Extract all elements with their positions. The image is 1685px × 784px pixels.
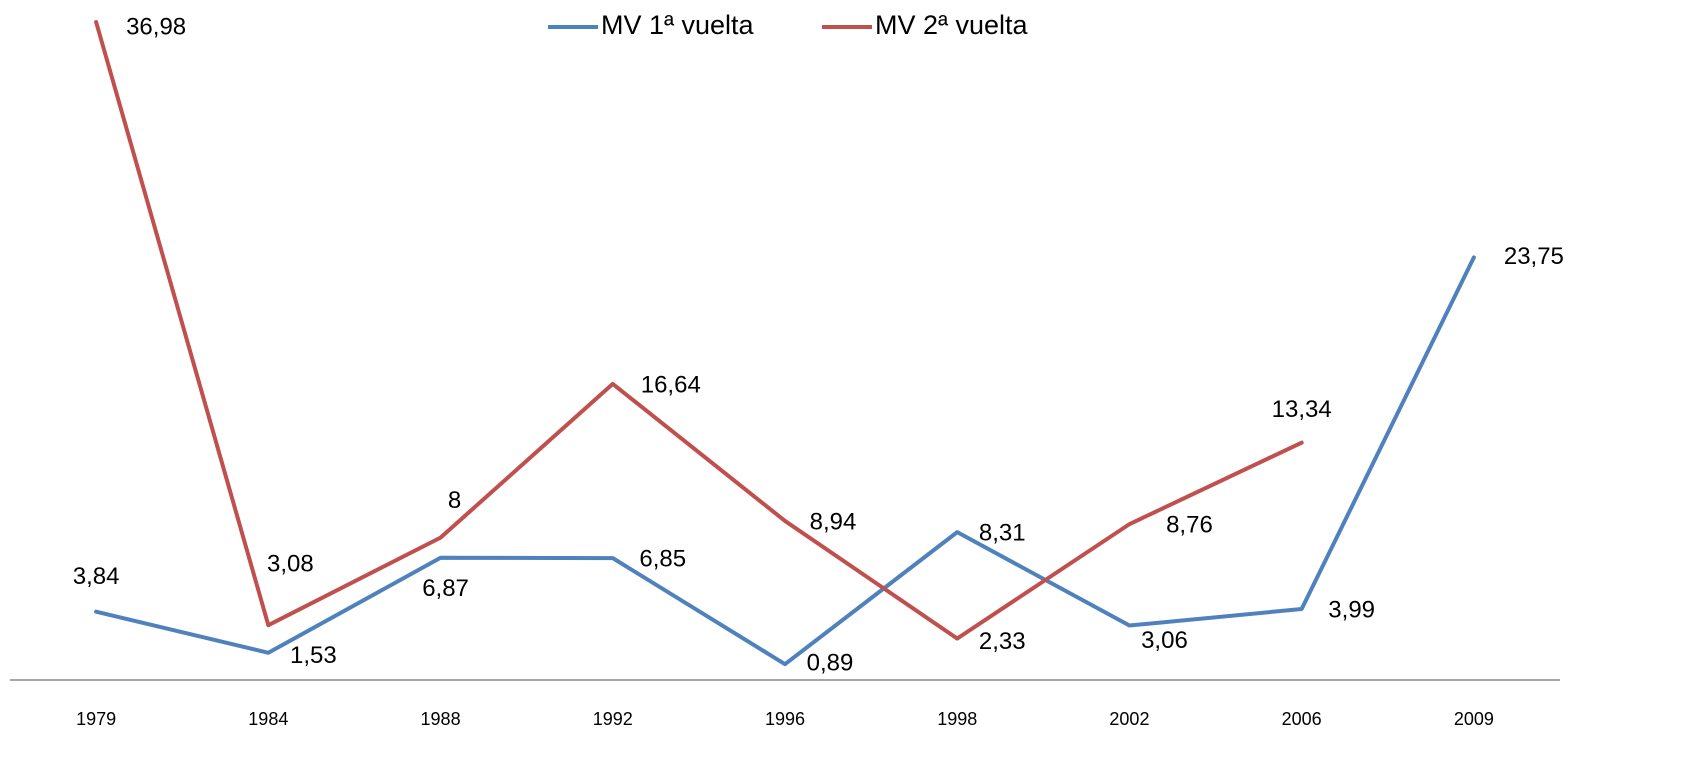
data-label: 36,98 (126, 13, 186, 40)
data-label: 3,99 (1328, 596, 1375, 623)
x-tick-label: 1988 (421, 709, 461, 729)
data-label: 8,76 (1166, 511, 1213, 538)
data-label: 3,08 (267, 551, 314, 578)
data-label: 8 (448, 487, 461, 514)
data-label: 3,84 (73, 563, 120, 590)
x-tick-label: 1984 (248, 709, 288, 729)
x-tick-label: 1992 (593, 709, 633, 729)
data-label: 1,53 (290, 642, 337, 669)
x-tick-label: 1996 (765, 709, 805, 729)
x-tick-label: 1998 (937, 709, 977, 729)
x-tick-label: 2006 (1282, 709, 1322, 729)
series-line (94, 20, 1304, 641)
legend-label: MV 2ª vuelta (875, 10, 1029, 40)
data-label: 8,94 (810, 508, 857, 535)
data-label: 2,33 (979, 628, 1026, 655)
data-label: 6,85 (639, 545, 686, 572)
legend-label: MV 1ª vuelta (601, 10, 755, 40)
data-label: 3,06 (1141, 627, 1188, 654)
data-label: 6,87 (422, 575, 469, 602)
data-label: 13,34 (1272, 396, 1332, 423)
data-label: 8,31 (979, 519, 1026, 546)
data-label: 0,89 (807, 650, 854, 677)
data-label: 23,75 (1504, 243, 1564, 270)
series-line (94, 255, 1476, 667)
x-tick-label: 1979 (76, 709, 116, 729)
data-label: 16,64 (641, 371, 701, 398)
x-tick-label: 2002 (1109, 709, 1149, 729)
x-tick-label: 2009 (1454, 709, 1494, 729)
